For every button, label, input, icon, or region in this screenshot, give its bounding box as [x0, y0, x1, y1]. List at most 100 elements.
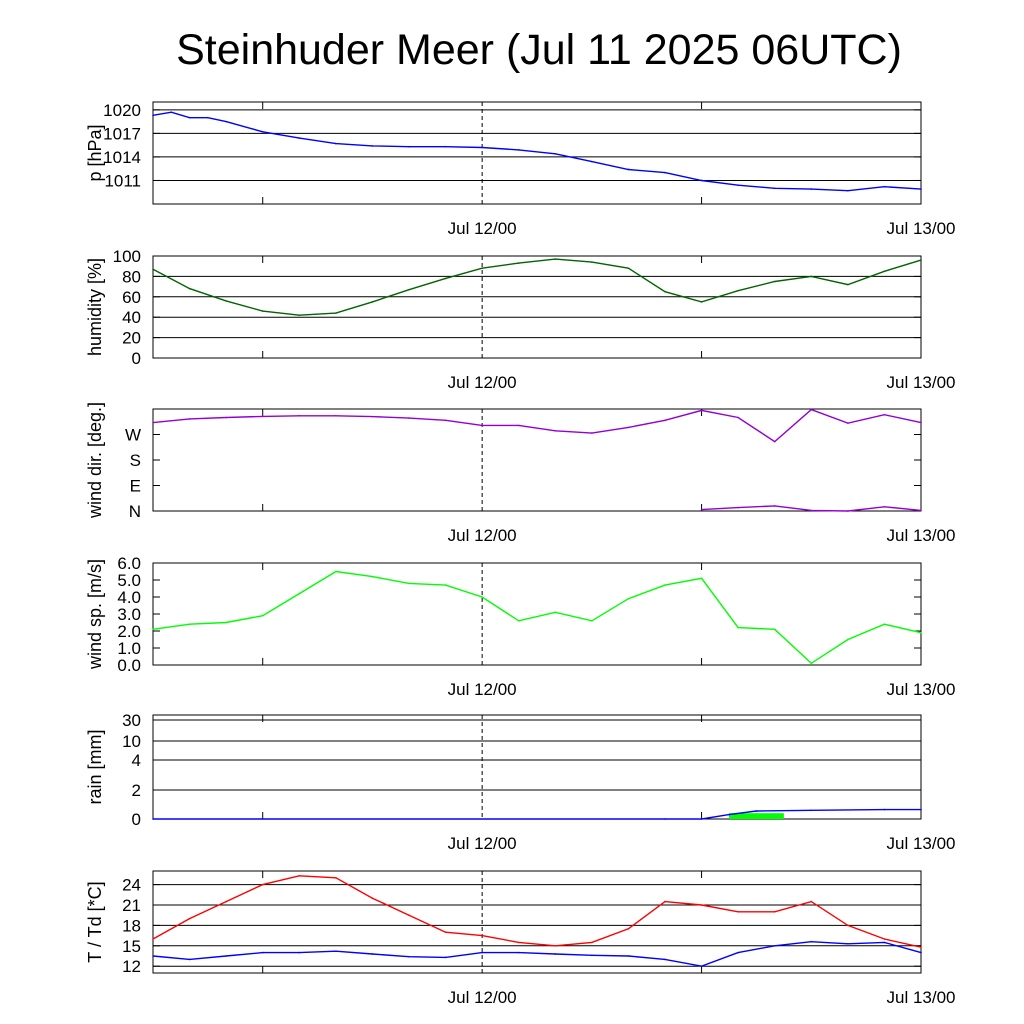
data-point: [225, 900, 227, 903]
data-point: [298, 874, 301, 877]
data-point: [261, 131, 264, 133]
data-point: [298, 951, 301, 954]
data-point: [591, 160, 593, 163]
data-point: [883, 938, 886, 940]
y-tick-label: 10: [122, 732, 141, 751]
data-point: [773, 911, 776, 913]
data-point: [261, 415, 264, 418]
data-point: [481, 934, 483, 937]
data-point: [737, 184, 739, 186]
data-point: [298, 415, 301, 417]
data-point: [728, 813, 730, 816]
data-point: [371, 953, 374, 955]
data-point: [261, 310, 264, 312]
data-point: [810, 940, 813, 943]
data-point: [371, 145, 374, 147]
y-tick-label: S: [130, 451, 141, 470]
data-point: [920, 421, 922, 424]
data-point: [170, 111, 173, 113]
data-point: [481, 146, 483, 149]
data-point: [335, 415, 337, 417]
data-point: [773, 945, 776, 947]
y-tick-label: W: [125, 426, 141, 445]
y-tick-label: 30: [122, 711, 141, 730]
data-point: [920, 188, 922, 190]
data-point: [554, 152, 557, 155]
data-point: [920, 509, 922, 512]
data-point: [298, 137, 301, 139]
y-tick-label: 24: [122, 876, 141, 895]
data-point: [225, 955, 227, 957]
y-tick-label: 18: [122, 916, 141, 935]
y-tick-label: 6.0: [117, 554, 141, 573]
data-point: [591, 620, 593, 622]
series-line-0: [152, 111, 922, 192]
data-point: [920, 259, 922, 261]
y-axis-label: T / Td [*C]: [85, 881, 105, 962]
x-tick-label: Jul 12/00: [448, 219, 517, 238]
data-point: [554, 430, 557, 432]
plot-frame: [152, 255, 922, 359]
x-tick-label: Jul 12/00: [448, 834, 517, 853]
data-point: [883, 623, 886, 625]
y-tick-label: 0.0: [117, 656, 141, 675]
data-point: [261, 614, 264, 617]
data-point: [773, 187, 776, 190]
data-point: [700, 508, 703, 511]
data-point: [188, 418, 191, 420]
plot-frame: [152, 408, 922, 512]
data-point: [444, 931, 447, 933]
data-point: [207, 116, 209, 119]
data-point: [883, 185, 886, 188]
data-point: [810, 509, 813, 512]
data-point: [225, 621, 227, 624]
x-tick-label: Jul 12/00: [448, 988, 517, 1007]
y-tick-label: 3.0: [117, 605, 141, 624]
data-point: [627, 597, 630, 600]
data-point: [700, 818, 703, 820]
y-tick-label: 15: [122, 937, 141, 956]
data-point: [335, 142, 337, 145]
x-tick-label: Jul 13/00: [887, 219, 956, 238]
data-point: [188, 287, 191, 290]
rain-bar: [729, 813, 784, 819]
y-tick-label: 5.0: [117, 571, 141, 590]
series-line-td: [152, 940, 922, 967]
data-point: [664, 958, 666, 961]
data-point: [755, 810, 758, 812]
y-tick-label: 0: [132, 349, 141, 368]
data-point: [883, 270, 886, 273]
data-point: [481, 951, 483, 954]
data-point: [152, 114, 154, 117]
y-tick-label: 1.0: [117, 639, 141, 658]
series-line-0: [152, 408, 922, 443]
data-point: [700, 904, 703, 906]
y-tick-label: 100: [113, 247, 141, 266]
data-point: [444, 145, 447, 148]
data-point: [481, 424, 483, 427]
data-point: [517, 149, 520, 151]
data-point: [408, 417, 410, 419]
data-point: [700, 409, 703, 412]
data-point: [481, 267, 483, 270]
data-point: [810, 662, 813, 665]
data-point: [554, 611, 557, 614]
y-axis-label: rain [mm]: [85, 729, 105, 804]
plot-frame: [152, 870, 922, 974]
data-point: [152, 628, 154, 631]
data-point: [335, 312, 337, 314]
data-point: [664, 171, 666, 174]
y-axis-label: wind dir. [deg.]: [85, 402, 105, 519]
data-point: [883, 505, 886, 508]
y-tick-label: N: [129, 502, 141, 521]
data-point: [517, 951, 520, 954]
data-point: [920, 808, 922, 811]
data-point: [517, 424, 520, 427]
y-tick-label: 1011: [104, 171, 141, 190]
x-tick-label: Jul 13/00: [887, 680, 956, 699]
data-point: [335, 570, 337, 573]
data-point: [810, 809, 813, 812]
